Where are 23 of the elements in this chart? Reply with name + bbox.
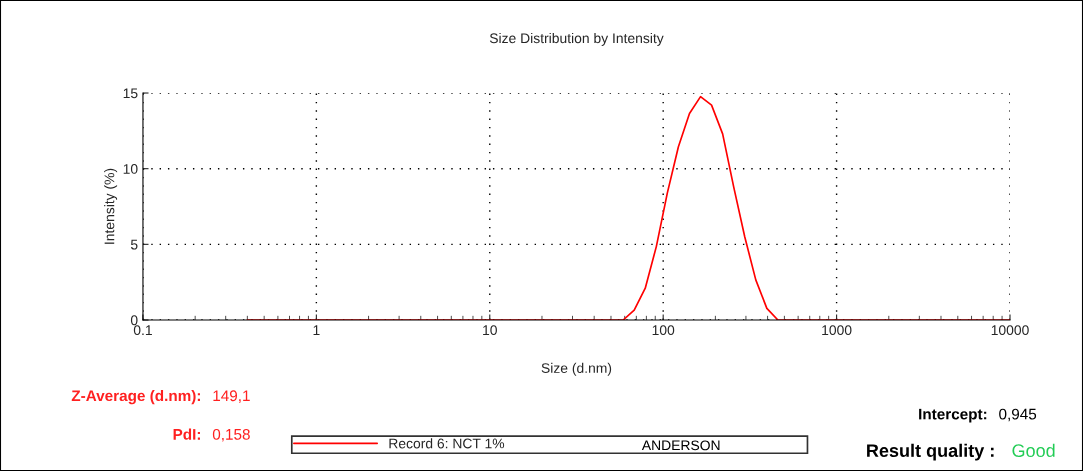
x-tick-label: 10: [483, 325, 497, 336]
y-tick-label: 10: [123, 164, 138, 174]
text: Intercept:: [919, 408, 987, 423]
x-axis-title: Size (d.nm): [541, 362, 612, 376]
y-tick-label: 15: [123, 88, 138, 99]
text: Z-Average (d.nm):: [71, 389, 200, 405]
x-tick-label: 1000: [822, 325, 852, 336]
chart-title: Size Distribution by Intensity: [489, 32, 664, 46]
x-tick-label: 0.1: [133, 325, 152, 336]
text: Result quality :: [867, 443, 994, 461]
x-tick-label: 10000: [991, 325, 1029, 336]
y-tick-label: 5: [130, 239, 138, 250]
x-tick-label: 1: [313, 325, 320, 335]
text: 0,158: [212, 428, 250, 442]
text: 149,1: [213, 390, 250, 403]
text: ANDERSON: [641, 440, 720, 451]
y-axis-title: Intensity (%): [104, 168, 118, 244]
text: Record 6: NCT 1%: [389, 438, 505, 449]
text: PdI:: [173, 428, 200, 440]
x-tick-label: 100: [652, 325, 675, 336]
text: Good: [1012, 443, 1055, 458]
y-tick-label: 0: [130, 315, 138, 326]
text: 0,945: [999, 408, 1037, 422]
